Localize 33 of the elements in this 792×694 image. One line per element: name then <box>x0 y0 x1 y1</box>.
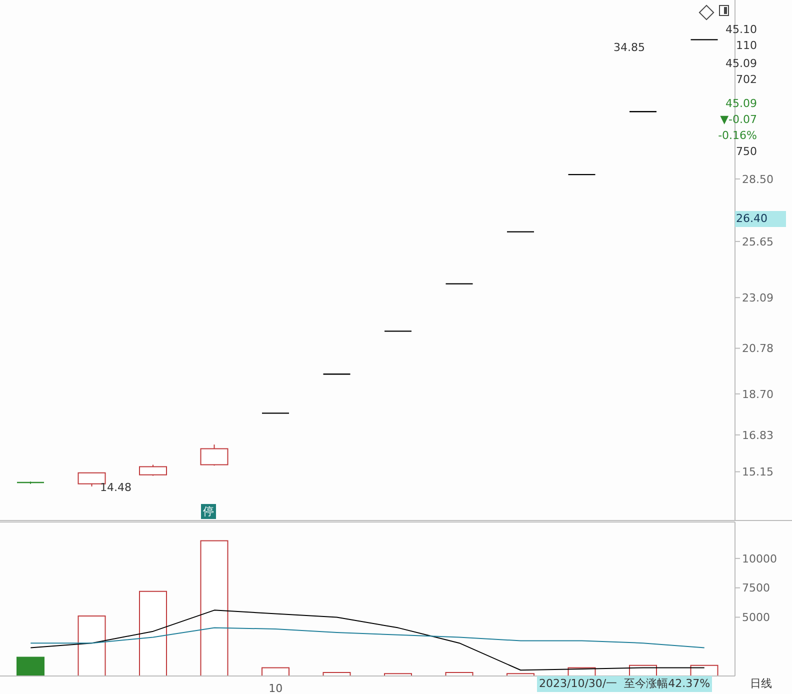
y-tick-label: 10000 <box>742 552 777 566</box>
annotation: ▼-0.07 <box>720 113 757 126</box>
text: 750 <box>736 145 757 158</box>
bar <box>16 656 44 676</box>
line-series <box>30 610 705 671</box>
text: 日线 <box>750 676 772 692</box>
text: 702 <box>736 73 757 86</box>
bar <box>139 590 167 676</box>
y-tick-label: 20.78 <box>742 342 774 356</box>
bar <box>262 667 290 676</box>
bar <box>690 664 718 676</box>
bar <box>78 616 106 676</box>
annotation: 34.85 <box>614 41 645 54</box>
annotation: 停 <box>201 504 216 519</box>
annotation: 45.10 <box>726 23 757 36</box>
y-tick-label: 16.83 <box>742 428 774 442</box>
x-tick-label: 10 <box>268 682 283 694</box>
y-tick-label: 23.09 <box>742 292 774 305</box>
text: 26.40 <box>735 211 786 227</box>
bar <box>200 540 228 676</box>
annotation: 45.09 <box>726 97 757 110</box>
annotation: -0.16% <box>718 129 757 142</box>
y-tick-label: 7500 <box>742 582 770 595</box>
text: 2023/10/30/一 至今涨幅42.37% <box>537 676 712 692</box>
y-tick-label: 25.65 <box>742 235 774 248</box>
annotation: 45.09 <box>726 57 757 70</box>
y-tick-label: 5000 <box>742 611 770 624</box>
annotation: 14.48 <box>100 481 132 494</box>
y-tick-label: 18.70 <box>742 388 774 401</box>
y-tick-label: 28.50 <box>742 172 774 186</box>
text: 110 <box>736 39 757 52</box>
line-series <box>30 627 705 648</box>
y-tick-label: 15.15 <box>742 466 774 479</box>
